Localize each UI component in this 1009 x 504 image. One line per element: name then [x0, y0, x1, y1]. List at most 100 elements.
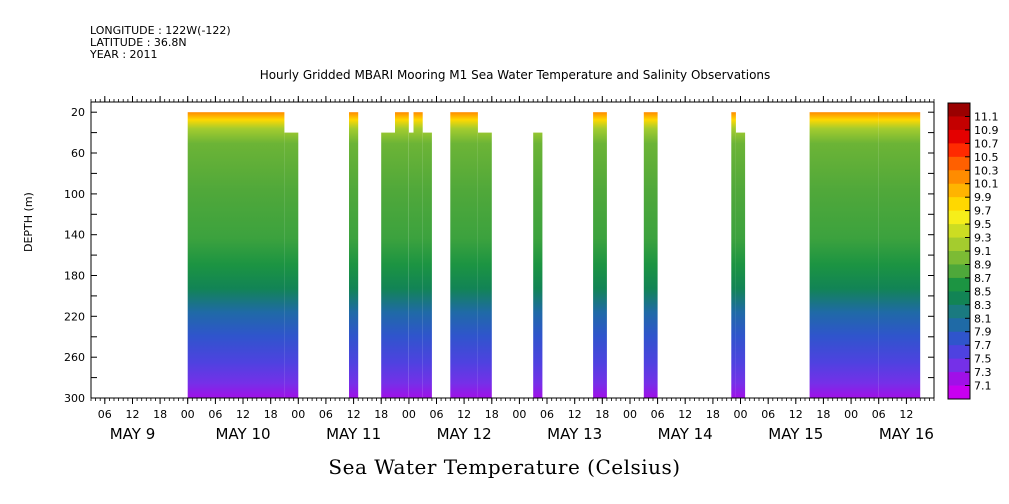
colorbar-label: 8.3: [974, 299, 992, 312]
y-tick-label: 260: [64, 351, 85, 364]
colorbar-swatch: [948, 277, 970, 292]
colorbar-label: 10.1: [974, 178, 999, 191]
day-label: MAY 10: [215, 425, 270, 443]
x-tick-label: 18: [816, 408, 830, 421]
colorbar-label: 8.7: [974, 272, 992, 285]
colorbar-swatch: [948, 358, 970, 373]
x-tick-label: 00: [181, 408, 195, 421]
day-label: MAY 14: [658, 425, 713, 443]
colorbar-label: 10.3: [974, 164, 999, 177]
data-segment-5: [408, 132, 414, 398]
year-label: YEAR : 2011: [90, 48, 158, 61]
data-segment-8: [450, 112, 478, 398]
x-tick-label: 06: [208, 408, 222, 421]
colorbar-swatch: [948, 116, 970, 131]
colorbar-swatch: [948, 103, 970, 117]
data-segment-4: [395, 112, 409, 398]
x-tick-label: 12: [568, 408, 582, 421]
colorbar-swatch: [948, 385, 970, 400]
y-tick-label: 60: [71, 147, 85, 160]
x-tick-label: 12: [899, 408, 913, 421]
x-tick-label: 12: [347, 408, 361, 421]
colorbar-swatch: [948, 197, 970, 212]
latitude-label: LATITUDE : 36.8N: [90, 36, 187, 49]
data-segment-6: [413, 112, 423, 398]
colorbar-swatch: [948, 237, 970, 252]
colorbar-label: 7.1: [974, 380, 992, 393]
colorbar-label: 10.9: [974, 124, 999, 137]
data-segment-7: [422, 132, 432, 398]
x-tick-label: 06: [98, 408, 112, 421]
colorbar-swatch: [948, 183, 970, 198]
data-segment-1: [284, 132, 299, 398]
colorbar-swatch: [948, 129, 970, 144]
colorbar-swatch: [948, 251, 970, 265]
chart-title: Hourly Gridded MBARI Mooring M1 Sea Wate…: [259, 68, 771, 82]
colorbar: 11.110.910.710.510.310.19.99.79.59.39.18…: [947, 102, 999, 400]
day-label: MAY 16: [879, 425, 934, 443]
x-tick-label: 00: [844, 408, 858, 421]
data-segment-15: [809, 112, 879, 398]
y-tick-label: 220: [64, 310, 85, 323]
longitude-label: LONGITUDE : 122W(-122): [90, 24, 231, 37]
colorbar-swatch: [948, 264, 970, 279]
x-tick-label: 00: [402, 408, 416, 421]
x-tick-label: 00: [291, 408, 305, 421]
day-label: MAY 15: [768, 425, 823, 443]
colorbar-swatch: [948, 143, 970, 158]
colorbar-swatch: [948, 331, 970, 346]
x-tick-label: 06: [872, 408, 886, 421]
colorbar-label: 9.1: [974, 245, 992, 258]
colorbar-swatch: [948, 156, 970, 171]
x-tick-label: 06: [430, 408, 444, 421]
x-tick-label: 18: [374, 408, 388, 421]
colorbar-label: 11.1: [974, 111, 999, 124]
y-tick-label: 300: [64, 392, 85, 405]
x-tick-label: 00: [623, 408, 637, 421]
variable-caption: Sea Water Temperature (Celsius): [328, 455, 681, 479]
colorbar-label: 8.9: [974, 259, 992, 272]
colorbar-swatch: [948, 318, 970, 333]
x-tick-label: 00: [734, 408, 748, 421]
data-segment-14: [735, 132, 746, 398]
x-tick-label: 06: [651, 408, 665, 421]
day-label: MAY 13: [547, 425, 602, 443]
heatmap-data: [187, 112, 921, 398]
x-tick-label: 18: [485, 408, 499, 421]
colorbar-label: 9.5: [974, 218, 992, 231]
colorbar-label: 10.5: [974, 151, 999, 164]
colorbar-label: 9.7: [974, 205, 992, 218]
day-label: MAY 9: [110, 425, 156, 443]
day-label: MAY 12: [437, 425, 492, 443]
x-tick-label: 12: [236, 408, 250, 421]
x-tick-label: 12: [126, 408, 140, 421]
x-tick-label: 06: [540, 408, 554, 421]
data-segment-11: [593, 112, 607, 398]
x-tick-label: 12: [457, 408, 471, 421]
x-tick-label: 06: [319, 408, 333, 421]
colorbar-label: 8.5: [974, 285, 992, 298]
y-tick-label: 100: [64, 188, 85, 201]
x-tick-label: 06: [761, 408, 775, 421]
x-tick-label: 18: [153, 408, 167, 421]
colorbar-label: 8.1: [974, 312, 992, 325]
x-tick-label: 00: [512, 408, 526, 421]
colorbar-label: 10.7: [974, 137, 999, 150]
x-tick-label: 18: [706, 408, 720, 421]
colorbar-swatch: [948, 210, 970, 225]
data-segment-13: [731, 112, 736, 398]
colorbar-label: 7.9: [974, 326, 992, 339]
data-segment-12: [643, 112, 658, 398]
plot-axes: 06 12 18 00 06 12 18 00 06 12 18 00 06 12 18 00 06 12 18 00…: [64, 96, 935, 443]
colorbar-swatch: [948, 224, 970, 238]
colorbar-swatch: [948, 170, 970, 185]
colorbar-swatch: [948, 304, 970, 319]
colorbar-swatch: [948, 291, 970, 306]
data-segment-0: [187, 112, 285, 398]
x-tick-label: 18: [264, 408, 278, 421]
y-tick-label: 180: [64, 270, 85, 283]
day-label: MAY 11: [326, 425, 381, 443]
x-tick-label: 12: [789, 408, 803, 421]
colorbar-swatch: [948, 372, 970, 386]
